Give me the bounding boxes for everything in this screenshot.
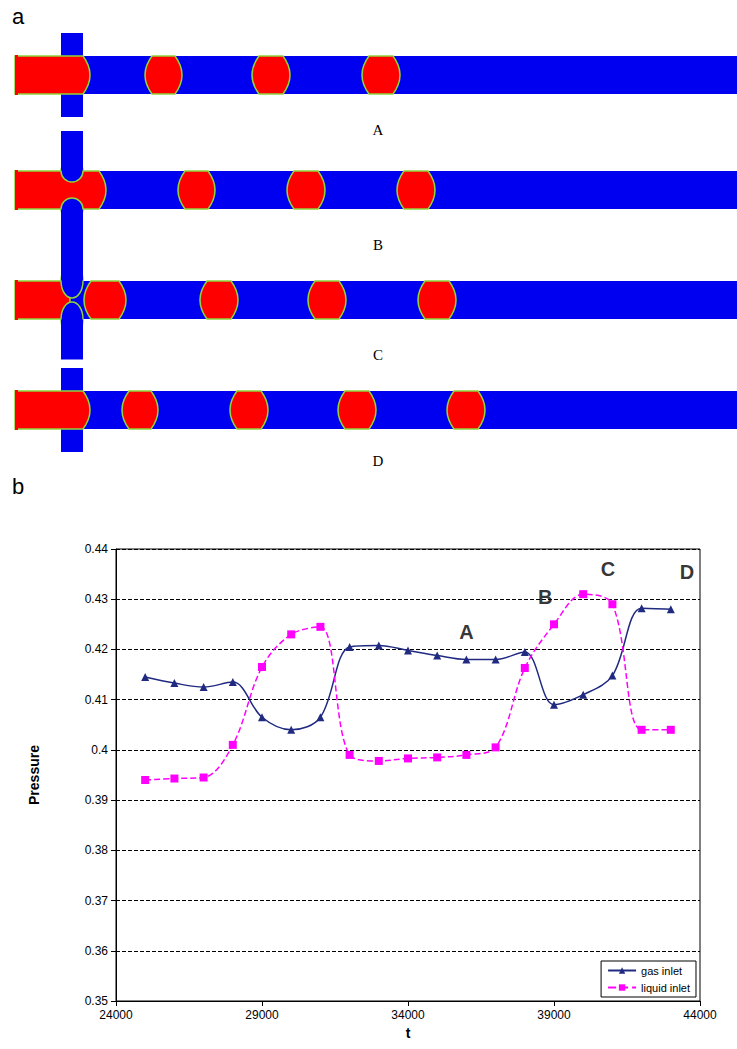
svg-text:0.44: 0.44 bbox=[85, 542, 109, 556]
svg-text:liquid inlet: liquid inlet bbox=[641, 982, 690, 994]
svg-text:D: D bbox=[680, 561, 694, 583]
svg-text:A: A bbox=[459, 621, 473, 643]
svg-text:0.43: 0.43 bbox=[85, 592, 109, 606]
svg-text:0.36: 0.36 bbox=[85, 944, 109, 958]
svg-text:gas inlet: gas inlet bbox=[641, 965, 682, 977]
svg-text:0.4: 0.4 bbox=[91, 743, 108, 757]
html-text:b: b bbox=[12, 474, 25, 499]
svg-text:A: A bbox=[373, 122, 384, 138]
svg-text:0.41: 0.41 bbox=[85, 693, 109, 707]
svg-text:44000: 44000 bbox=[683, 1008, 717, 1022]
svg-text:t: t bbox=[406, 1025, 411, 1041]
svg-text:C: C bbox=[601, 558, 615, 580]
svg-text:34000: 34000 bbox=[391, 1008, 425, 1022]
svg-text:B: B bbox=[538, 586, 552, 608]
svg-text:39000: 39000 bbox=[537, 1008, 571, 1022]
svg-text:24000: 24000 bbox=[99, 1008, 133, 1022]
svg-text:a: a bbox=[12, 4, 25, 29]
svg-text:0.42: 0.42 bbox=[85, 642, 109, 656]
svg-text:29000: 29000 bbox=[245, 1008, 279, 1022]
svg-text:D: D bbox=[373, 453, 384, 469]
svg-text:C: C bbox=[373, 347, 383, 363]
svg-text:0.37: 0.37 bbox=[85, 894, 109, 908]
svg-text:0.39: 0.39 bbox=[85, 793, 109, 807]
svg-text:0.35: 0.35 bbox=[85, 994, 109, 1008]
svg-text:Pressure: Pressure bbox=[26, 745, 42, 805]
svg-text:0.38: 0.38 bbox=[85, 843, 109, 857]
svg-text:B: B bbox=[373, 237, 383, 253]
